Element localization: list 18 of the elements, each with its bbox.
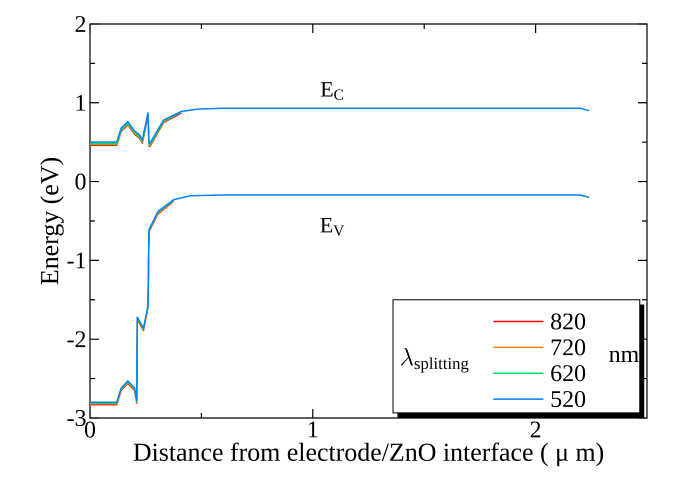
annotation: E$_{V}$ xyxy=(320,218,344,236)
y-tick-label: -2 xyxy=(67,331,86,348)
legend-label: 820 xyxy=(551,313,586,330)
y-tick-label: -3 xyxy=(67,410,86,426)
legend-title: $\lambda_{\mathrm{splitting}}$ xyxy=(401,348,468,373)
annotation: E$_{C}$ xyxy=(320,82,344,100)
x-tick-label: 1 xyxy=(308,422,318,438)
y-tick-label: 2 xyxy=(76,16,86,32)
legend-label: 620 xyxy=(551,365,586,382)
y-tick-label: 0 xyxy=(75,174,86,190)
y-axis-title: Energy (eV) xyxy=(40,158,64,284)
legend-label: 720 xyxy=(552,339,586,356)
y-tick-label: -1 xyxy=(67,252,86,268)
legend-label: 520 xyxy=(552,391,586,408)
annotation: nm xyxy=(609,350,639,362)
y-tick-label: 1 xyxy=(76,94,86,111)
x-axis-title: Distance from electrode/ZnO interface ( μ m) xyxy=(134,442,604,466)
x-tick-label: 2 xyxy=(530,422,540,438)
